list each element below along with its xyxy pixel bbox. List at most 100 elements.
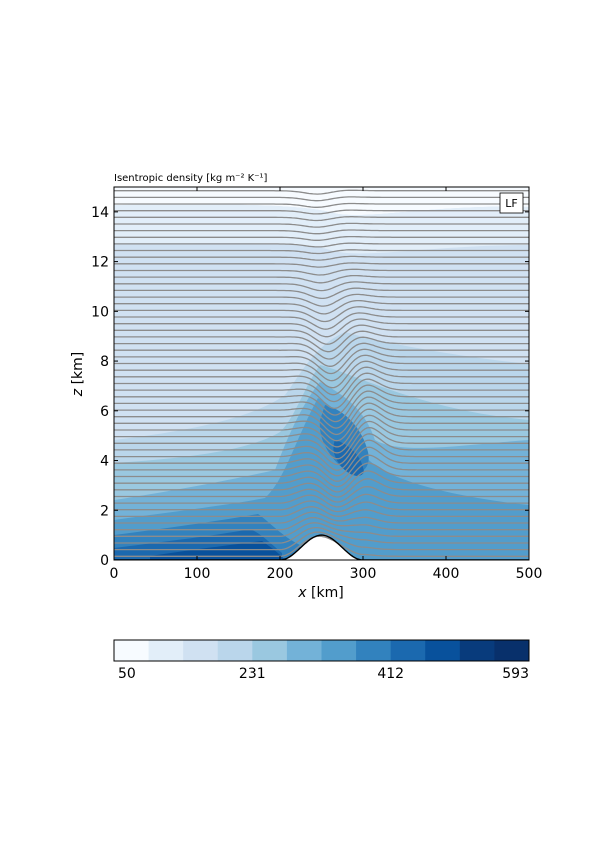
isentrope-line <box>114 426 529 460</box>
x-tick-label: 500 <box>516 566 543 582</box>
isentrope-line <box>114 511 529 524</box>
isentrope-line <box>114 229 529 235</box>
isentrope-line <box>114 454 529 482</box>
y-axis: 0 2 4 6 8 10 12 14 <box>91 205 529 569</box>
isentrope-line <box>114 196 529 202</box>
density-field <box>114 187 529 560</box>
x-tick-label: 400 <box>433 566 460 582</box>
isentrope-line <box>114 470 529 493</box>
density-contour <box>114 398 529 560</box>
isentrope-line <box>114 500 529 513</box>
isentrope-line <box>114 249 529 255</box>
colorbar: 50 231 412 593 <box>113 639 530 682</box>
colorbar-tick-label: 50 <box>118 666 136 682</box>
isentrope-line <box>114 242 529 248</box>
isentrope-line <box>114 202 529 208</box>
isentrope-line <box>114 390 529 423</box>
x-tick-label: 100 <box>184 566 211 582</box>
colorbar-swatch <box>114 640 150 661</box>
isentrope-line <box>114 324 529 345</box>
isentrope-line <box>114 516 529 531</box>
density-contour <box>453 516 520 548</box>
panel-tag-box: LF <box>499 192 524 214</box>
density-contour <box>114 204 529 254</box>
colorbar-swatch <box>425 640 461 661</box>
y-tick-label: 4 <box>100 454 109 470</box>
isentrope-line <box>114 414 529 448</box>
isentrope-line <box>114 378 529 410</box>
isentrope-line <box>114 287 529 300</box>
colorbar-swatch <box>494 640 530 661</box>
colorbar-swatch <box>321 640 357 661</box>
isentrope-line <box>114 522 529 537</box>
isentrope-line <box>114 433 529 466</box>
chart-title: Isentropic density [kg m⁻² K⁻¹] <box>114 173 267 184</box>
colorbar-tick-label: 593 <box>502 666 529 682</box>
x-axis: 0 100 200 300 400 500 <box>110 187 543 582</box>
isentrope-line <box>114 274 529 284</box>
colorbar-swatch <box>459 640 495 661</box>
isentrope-line <box>114 299 529 315</box>
y-axis-label: z [km] <box>70 352 86 397</box>
isentrope-line <box>114 439 529 471</box>
isentrope-line <box>114 268 529 276</box>
colorbar-swatch <box>148 640 184 661</box>
isentrope-line <box>114 408 529 442</box>
x-axis-label: x [km] <box>297 585 343 601</box>
isentrope-line <box>114 354 529 382</box>
isentrope-line <box>114 493 529 508</box>
isentrope-line <box>114 318 529 338</box>
isentrope-line <box>114 255 529 261</box>
y-tick-label: 12 <box>91 255 109 271</box>
colorbar-tick-label: 412 <box>377 666 404 682</box>
isentrope-line <box>114 360 529 389</box>
y-tick-label: 8 <box>100 354 109 370</box>
density-contour <box>150 541 285 560</box>
plot-frame <box>113 186 530 561</box>
mountain-outline <box>114 534 529 560</box>
y-tick-label: 2 <box>100 503 109 519</box>
y-tick-label: 14 <box>91 205 109 221</box>
x-tick-label: 200 <box>267 566 294 582</box>
colorbar-swatch <box>183 640 219 661</box>
y-tick-label: 10 <box>91 304 109 320</box>
colorbar-swatch <box>356 640 392 661</box>
isentrope-line <box>114 462 529 488</box>
isentrope-line <box>114 396 529 429</box>
x-tick-label: 300 <box>350 566 377 582</box>
y-tick-label: 0 <box>100 553 109 569</box>
colorbar-swatch <box>390 640 426 661</box>
isentrope-line <box>114 235 529 241</box>
isentrope-line <box>114 342 529 367</box>
isentrope-line <box>114 281 529 292</box>
colorbar-swatch <box>217 640 253 661</box>
isentrope-line <box>114 485 529 503</box>
colorbar-tick-label: 231 <box>239 666 266 682</box>
y-tick-label: 6 <box>100 404 109 420</box>
isentrope-line <box>114 526 529 544</box>
isentrope-line <box>114 209 529 215</box>
isentrope-line <box>114 446 529 477</box>
isentrope-line <box>114 262 529 268</box>
plot-area <box>114 187 529 560</box>
isentrope-line <box>114 478 529 498</box>
isentrope-line <box>114 216 529 222</box>
isentrope-line <box>114 293 529 307</box>
colorbar-frame <box>113 639 530 662</box>
density-contour <box>333 440 364 476</box>
isentrope-line <box>114 535 529 557</box>
isentrope-line <box>114 189 529 195</box>
panel-tag: LF <box>505 197 517 210</box>
isentrope-line <box>114 372 529 403</box>
isentrope-line <box>114 348 529 375</box>
isentrope-line <box>114 402 529 436</box>
isentropes <box>114 189 529 557</box>
x-tick-label: 0 <box>110 566 119 582</box>
isentrope-line <box>114 306 529 323</box>
colorbar-swatch <box>286 640 322 661</box>
isentrope-line <box>114 384 529 416</box>
isentrope-line <box>114 506 529 518</box>
isentrope-line <box>114 366 529 396</box>
isentrope-line <box>114 330 529 353</box>
